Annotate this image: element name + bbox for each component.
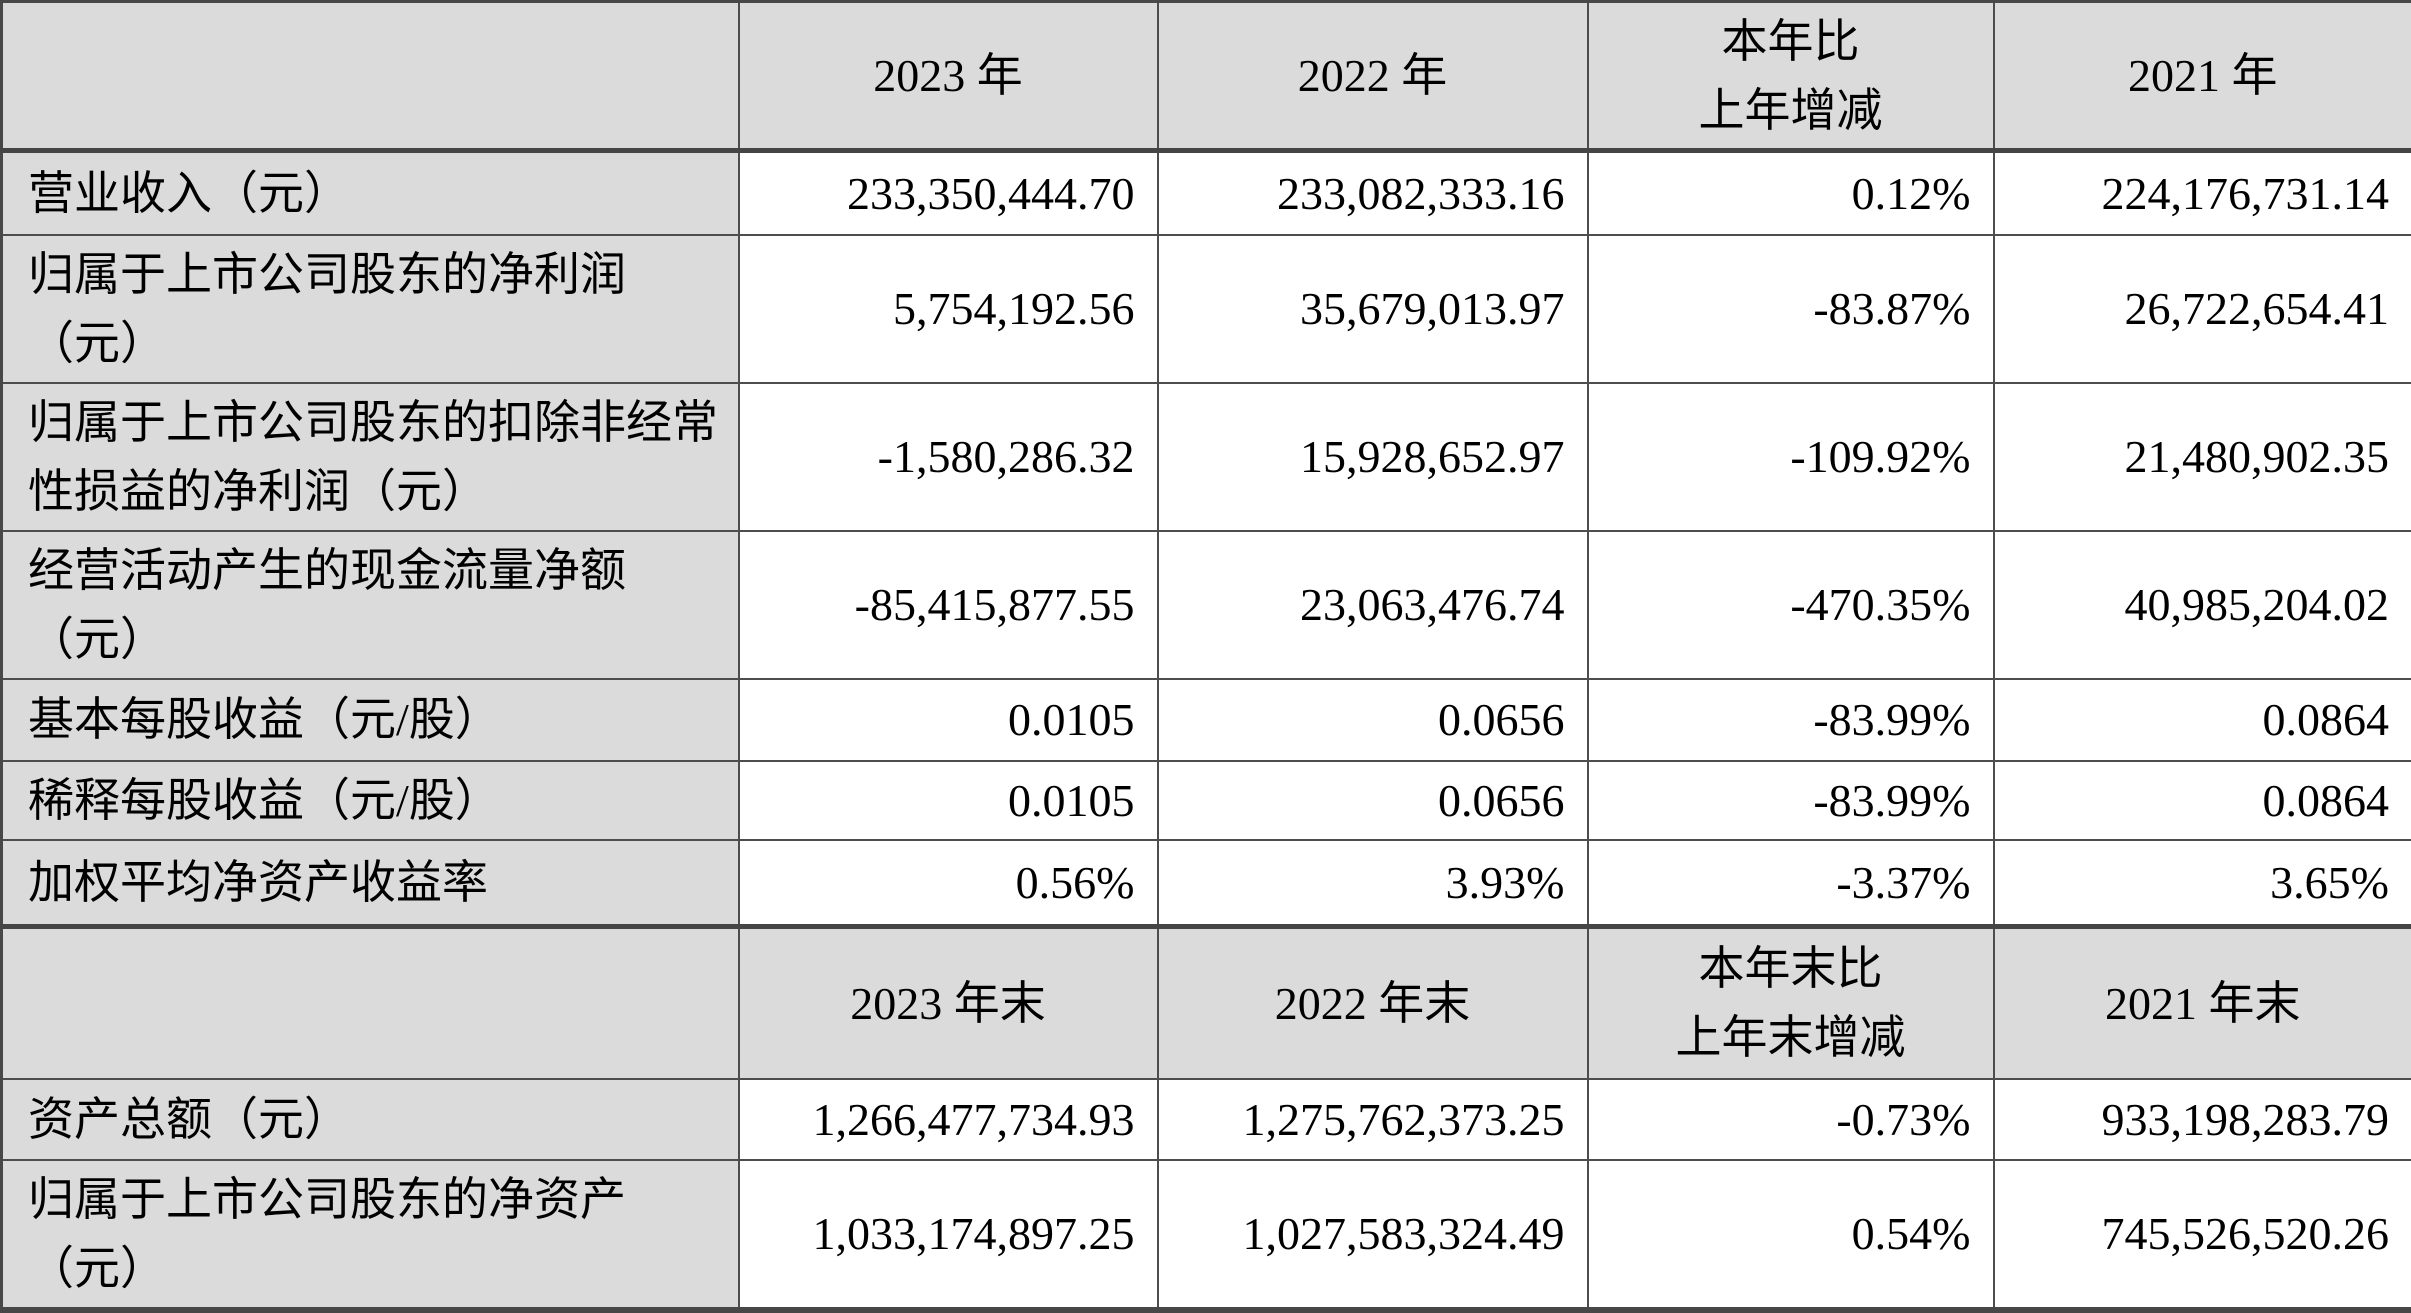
value-2021: 40,985,204.02 — [1994, 531, 2411, 679]
value-2023: -1,580,286.32 — [739, 383, 1158, 531]
table-row-basic-eps: 基本每股收益（元/股） 0.0105 0.0656 -83.99% 0.0864 — [2, 679, 2411, 761]
header-2022: 2022 年 — [1158, 2, 1588, 151]
header-corner-cell — [2, 927, 739, 1079]
row-label: 资产总额（元） — [2, 1079, 739, 1160]
value-change: 0.54% — [1588, 1160, 1994, 1310]
value-2021: 0.0864 — [1994, 761, 2411, 840]
value-2022: 35,679,013.97 — [1158, 235, 1588, 383]
table-row-net-assets: 归属于上市公司股东的净资产 （元） 1,033,174,897.25 1,027… — [2, 1160, 2411, 1310]
value-2021: 224,176,731.14 — [1994, 151, 2411, 235]
header-2023: 2023 年 — [739, 2, 1158, 151]
value-2022: 23,063,476.74 — [1158, 531, 1588, 679]
value-2021: 26,722,654.41 — [1994, 235, 2411, 383]
table-row-operating-cash-flow: 经营活动产生的现金流量净额 （元） -85,415,877.55 23,063,… — [2, 531, 2411, 679]
value-2022: 233,082,333.16 — [1158, 151, 1588, 235]
value-change: -0.73% — [1588, 1079, 1994, 1160]
header-row-period: 2023 年 2022 年 本年比 上年增减 2021 年 — [2, 2, 2411, 151]
header-2021: 2021 年 — [1994, 2, 2411, 151]
row-label: 加权平均净资产收益率 — [2, 840, 739, 927]
value-change: -109.92% — [1588, 383, 1994, 531]
table-row-net-profit-deducted: 归属于上市公司股东的扣除非经常 性损益的净利润（元） -1,580,286.32… — [2, 383, 2411, 531]
table-row-total-assets: 资产总额（元） 1,266,477,734.93 1,275,762,373.2… — [2, 1079, 2411, 1160]
table-row-net-profit: 归属于上市公司股东的净利润 （元） 5,754,192.56 35,679,01… — [2, 235, 2411, 383]
header-2021-eoy: 2021 年末 — [1994, 927, 2411, 1079]
value-2021: 21,480,902.35 — [1994, 383, 2411, 531]
table-row-weighted-avg-roe: 加权平均净资产收益率 0.56% 3.93% -3.37% 3.65% — [2, 840, 2411, 927]
value-2023: -85,415,877.55 — [739, 531, 1158, 679]
header-eoy-change: 本年末比 上年末增减 — [1588, 927, 1994, 1079]
value-2022: 0.0656 — [1158, 761, 1588, 840]
row-label: 经营活动产生的现金流量净额 （元） — [2, 531, 739, 679]
value-2022: 1,027,583,324.49 — [1158, 1160, 1588, 1310]
row-label: 稀释每股收益（元/股） — [2, 761, 739, 840]
value-change: 0.12% — [1588, 151, 1994, 235]
header-2022-eoy: 2022 年末 — [1158, 927, 1588, 1079]
value-2023: 1,033,174,897.25 — [739, 1160, 1158, 1310]
row-label: 归属于上市公司股东的扣除非经常 性损益的净利润（元） — [2, 383, 739, 531]
value-change: -83.87% — [1588, 235, 1994, 383]
value-2022: 15,928,652.97 — [1158, 383, 1588, 531]
value-2023: 0.0105 — [739, 761, 1158, 840]
row-label: 营业收入（元） — [2, 151, 739, 235]
header-row-eoy: 2023 年末 2022 年末 本年末比 上年末增减 2021 年末 — [2, 927, 2411, 1079]
value-2022: 1,275,762,373.25 — [1158, 1079, 1588, 1160]
row-label: 基本每股收益（元/股） — [2, 679, 739, 761]
value-change: -83.99% — [1588, 761, 1994, 840]
value-change: -470.35% — [1588, 531, 1994, 679]
value-2021: 0.0864 — [1994, 679, 2411, 761]
value-2023: 233,350,444.70 — [739, 151, 1158, 235]
value-2021: 933,198,283.79 — [1994, 1079, 2411, 1160]
value-2023: 0.0105 — [739, 679, 1158, 761]
table-row-diluted-eps: 稀释每股收益（元/股） 0.0105 0.0656 -83.99% 0.0864 — [2, 761, 2411, 840]
value-2021: 745,526,520.26 — [1994, 1160, 2411, 1310]
header-2023-eoy: 2023 年末 — [739, 927, 1158, 1079]
value-2023: 0.56% — [739, 840, 1158, 927]
header-corner-cell — [2, 2, 739, 151]
row-label: 归属于上市公司股东的净资产 （元） — [2, 1160, 739, 1310]
header-yoy-change: 本年比 上年增减 — [1588, 2, 1994, 151]
value-2022: 3.93% — [1158, 840, 1588, 927]
value-2022: 0.0656 — [1158, 679, 1588, 761]
value-2023: 1,266,477,734.93 — [739, 1079, 1158, 1160]
value-change: -3.37% — [1588, 840, 1994, 927]
value-change: -83.99% — [1588, 679, 1994, 761]
table-row-revenue: 营业收入（元） 233,350,444.70 233,082,333.16 0.… — [2, 151, 2411, 235]
value-2021: 3.65% — [1994, 840, 2411, 927]
value-2023: 5,754,192.56 — [739, 235, 1158, 383]
row-label: 归属于上市公司股东的净利润 （元） — [2, 235, 739, 383]
